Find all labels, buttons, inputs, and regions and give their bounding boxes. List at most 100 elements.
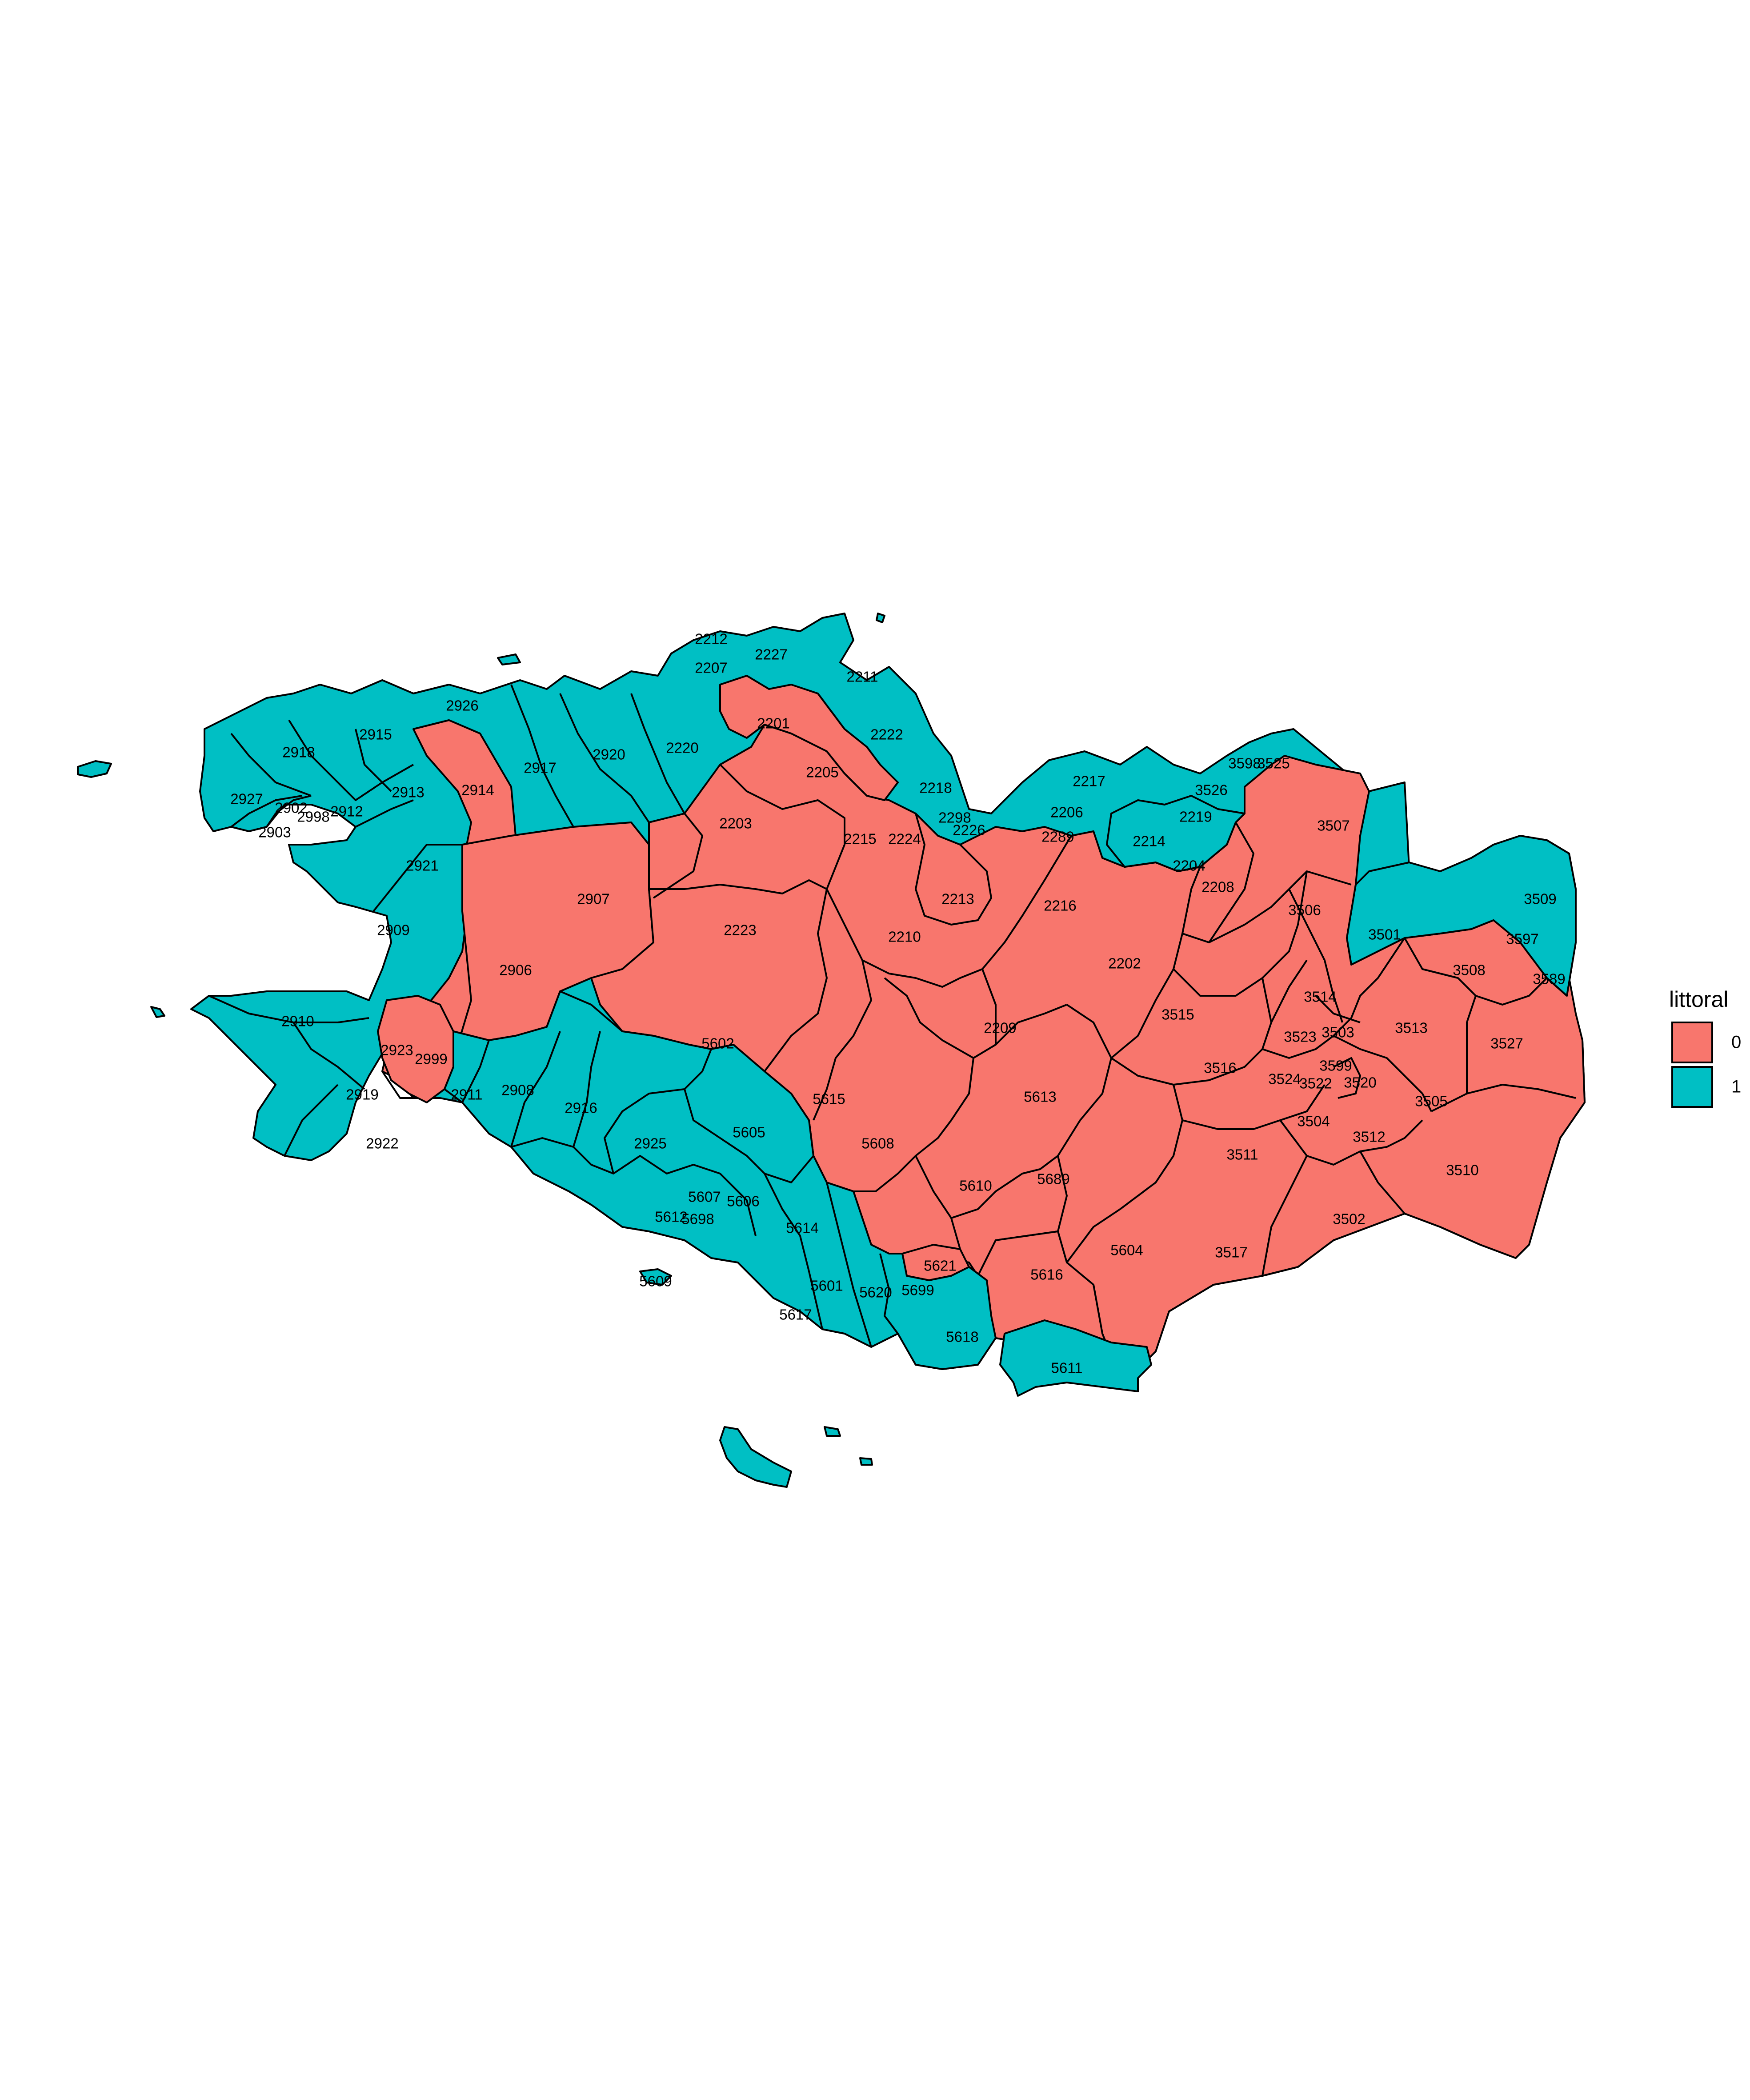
island-batz [497, 653, 521, 665]
region-label-2201: 2201 [757, 715, 789, 732]
region-label-3524: 3524 [1268, 1071, 1301, 1087]
region-label-3512: 3512 [1353, 1129, 1385, 1145]
region-label-3505: 3505 [1415, 1093, 1447, 1110]
region-label-2923: 2923 [380, 1042, 413, 1058]
region-label-3599: 3599 [1319, 1058, 1352, 1074]
region-label-5689: 5689 [1037, 1171, 1069, 1187]
legend-key-0 [1671, 1022, 1713, 1063]
region-label-3508: 3508 [1453, 962, 1485, 978]
region-label-2215: 2215 [844, 831, 876, 847]
inland-2201-2205 [719, 675, 899, 801]
region-label-2918: 2918 [282, 744, 315, 761]
region-label-3520: 3520 [1344, 1074, 1376, 1091]
region-label-2913: 2913 [392, 784, 424, 801]
region-label-2998: 2998 [297, 809, 329, 825]
region-label-5606: 5606 [727, 1193, 759, 1210]
region-label-2906: 2906 [499, 962, 532, 978]
region-label-2289: 2289 [1041, 829, 1074, 845]
coastal-5611 [999, 1319, 1152, 1397]
inland-2923-2999 [377, 995, 454, 1103]
region-label-2298: 2298 [938, 810, 971, 826]
region-label-2205: 2205 [806, 764, 838, 781]
region-label-2216: 2216 [1044, 898, 1076, 914]
internal-boundaries [208, 684, 1576, 1347]
region-label-5604: 5604 [1110, 1242, 1143, 1258]
region-label-2921: 2921 [406, 858, 438, 874]
region-label-3589: 3589 [1533, 971, 1565, 987]
region-label-5602: 5602 [701, 1035, 734, 1052]
region-label-2999: 2999 [415, 1051, 447, 1067]
region-label-3517: 3517 [1215, 1244, 1247, 1261]
region-label-2207: 2207 [695, 660, 727, 676]
region-label-3523: 3523 [1284, 1029, 1316, 1045]
island-sein [150, 1006, 165, 1018]
region-label-5617: 5617 [779, 1306, 812, 1323]
region-label-5615: 5615 [813, 1091, 845, 1107]
region-label-3509: 3509 [1524, 891, 1556, 907]
island-ouessant [77, 760, 112, 778]
region-label-2203: 2203 [719, 815, 752, 832]
region-label-2220: 2220 [666, 740, 698, 756]
region-label-5620: 5620 [859, 1284, 892, 1301]
region-label-3527: 3527 [1490, 1035, 1523, 1052]
region-label-3513: 3513 [1395, 1020, 1427, 1036]
region-label-2908: 2908 [501, 1082, 534, 1098]
region-label-5699: 5699 [901, 1282, 934, 1298]
island-chausey [876, 613, 885, 623]
island-groix [639, 1268, 672, 1286]
region-label-3522: 3522 [1299, 1075, 1332, 1092]
region-label-5601: 5601 [810, 1278, 843, 1294]
region-label-3511: 3511 [1227, 1146, 1258, 1163]
region-label-3507: 3507 [1317, 818, 1350, 834]
region-label-2909: 2909 [377, 922, 409, 938]
region-label-5698: 5698 [681, 1211, 714, 1227]
coastal-2214-2219 [1106, 795, 1245, 872]
region-label-3526: 3526 [1195, 782, 1227, 798]
region-label-2212: 2212 [695, 631, 727, 647]
region-label-5613: 5613 [1024, 1089, 1056, 1105]
region-label-2919: 2919 [346, 1086, 378, 1103]
region-label-2926: 2926 [446, 697, 478, 714]
region-label-2222: 2222 [870, 726, 903, 743]
region-label-2916: 2916 [565, 1100, 597, 1116]
region-label-2209: 2209 [984, 1020, 1016, 1036]
island-houat [824, 1426, 841, 1437]
region-label-3516: 3516 [1204, 1060, 1236, 1076]
region-label-2206: 2206 [1050, 804, 1083, 821]
region-label-2214: 2214 [1133, 833, 1165, 850]
region-label-2217: 2217 [1073, 773, 1105, 790]
legend: littoral 0 1 [1669, 987, 1741, 1108]
region-label-2915: 2915 [359, 726, 392, 743]
region-label-2213: 2213 [941, 891, 974, 907]
region-label-2226: 2226 [953, 822, 985, 838]
region-label-3506: 3506 [1288, 902, 1321, 918]
region-label-5605: 5605 [733, 1124, 765, 1141]
region-labels: 2212 2227 2207 2211 2201 2222 2205 2926 2915 2918… [230, 631, 1565, 1376]
region-label-5612: 5612 [655, 1209, 687, 1225]
region-label-3510: 3510 [1446, 1162, 1478, 1178]
region-label-2911: 2911 [451, 1086, 483, 1103]
region-label-2910: 2910 [281, 1013, 314, 1030]
region-label-2927: 2927 [230, 791, 263, 807]
region-label-2912: 2912 [330, 803, 363, 820]
region-label-5610: 5610 [959, 1178, 992, 1194]
region-label-2917: 2917 [524, 760, 556, 776]
region-label-3501: 3501 [1368, 926, 1401, 943]
region-label-2211: 2211 [847, 669, 878, 685]
region-label-2219: 2219 [1179, 809, 1212, 825]
region-label-5609: 5609 [639, 1273, 672, 1290]
region-label-2218: 2218 [919, 780, 952, 796]
legend-title: littoral [1669, 987, 1728, 1012]
region-label-3597: 3597 [1506, 931, 1538, 947]
region-label-2907: 2907 [577, 891, 609, 907]
region-label-5611: 5611 [1051, 1360, 1083, 1376]
region-label-3514: 3514 [1304, 989, 1336, 1005]
region-label-3515: 3515 [1161, 1006, 1194, 1023]
inland-2907-2906 [457, 822, 654, 1046]
region-label-5614: 5614 [786, 1220, 818, 1236]
legend-key-1 [1671, 1066, 1713, 1108]
region-label-2922: 2922 [366, 1135, 398, 1152]
region-label-3502: 3502 [1333, 1211, 1365, 1227]
region-label-3504: 3504 [1297, 1113, 1330, 1130]
region-label-5621: 5621 [924, 1258, 956, 1274]
